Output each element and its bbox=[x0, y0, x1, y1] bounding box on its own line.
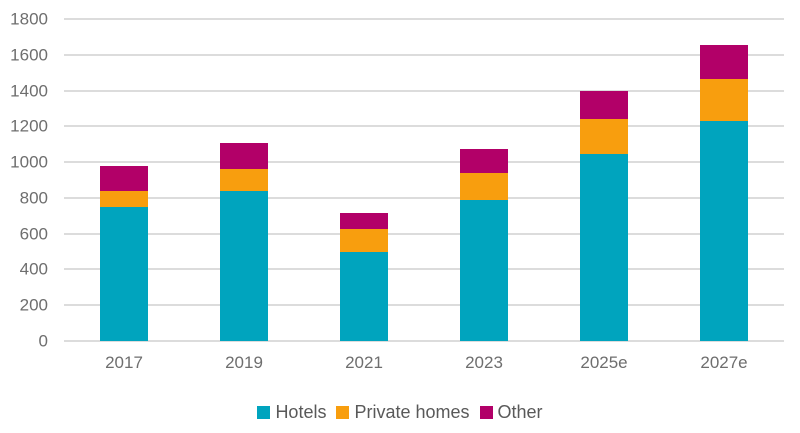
gridline-800 bbox=[64, 196, 784, 199]
bar-segment-other-2017 bbox=[100, 165, 148, 191]
legend-swatch-icon bbox=[336, 406, 350, 420]
stacked-bar-2017 bbox=[100, 165, 148, 341]
bar-column-2023 bbox=[424, 19, 544, 341]
bar-segment-other-2027e bbox=[700, 44, 748, 79]
bar-segment-hotels-2019 bbox=[220, 190, 268, 341]
legend-swatch-icon bbox=[479, 406, 493, 420]
legend: Hotels Private homes Other bbox=[0, 402, 800, 424]
bar-segment-hotels-2027e bbox=[700, 120, 748, 341]
bar-segment-other-2019 bbox=[220, 143, 268, 170]
gridline-1200 bbox=[64, 125, 784, 128]
bar-segment-other-2021 bbox=[340, 213, 388, 230]
legend-item-other: Other bbox=[479, 402, 543, 424]
gridline-200 bbox=[64, 304, 784, 307]
y-axis-tick-label-600: 600 bbox=[19, 224, 48, 244]
stacked-bar-2025e bbox=[580, 90, 628, 341]
legend-item-hotels: Hotels bbox=[257, 402, 326, 424]
gridline-1000 bbox=[64, 161, 784, 164]
y-axis: 0 200 400 600 800 1000 1200 1400 1600 1800 bbox=[0, 11, 48, 350]
bar-segment-hotels-2025e bbox=[580, 154, 628, 341]
stacked-bar-2023 bbox=[460, 148, 508, 341]
plot-area bbox=[64, 18, 784, 342]
y-axis-tick-label-1400: 1400 bbox=[10, 81, 48, 101]
gridline-400 bbox=[64, 268, 784, 271]
legend-label: Other bbox=[497, 402, 543, 422]
y-axis-tick-label-1200: 1200 bbox=[10, 116, 48, 136]
gridline-600 bbox=[64, 232, 784, 235]
y-axis-tick-label-0: 0 bbox=[38, 331, 48, 351]
gridline-1600 bbox=[64, 53, 784, 56]
bars-layer bbox=[64, 19, 784, 341]
bar-segment-other-2023 bbox=[460, 148, 508, 173]
x-axis-tick-label-2027e: 2027e bbox=[700, 353, 748, 372]
bar-segment-private-homes-2023 bbox=[460, 172, 508, 200]
bar-column-2027e bbox=[664, 19, 784, 341]
bar-column-2021 bbox=[304, 19, 424, 341]
stacked-bar-2027e bbox=[700, 44, 748, 341]
y-axis-tick-label-1600: 1600 bbox=[10, 45, 48, 65]
x-axis-tick-label-2019: 2019 bbox=[225, 353, 263, 372]
bar-column-2019 bbox=[184, 19, 304, 341]
bar-column-2025e bbox=[544, 19, 664, 341]
bar-segment-other-2025e bbox=[580, 90, 628, 120]
legend-swatch-icon bbox=[257, 406, 271, 420]
legend-item-private-homes: Private homes bbox=[336, 402, 470, 424]
gridline-0 bbox=[64, 340, 784, 342]
bar-segment-private-homes-2017 bbox=[100, 190, 148, 207]
y-axis-tick-label-200: 200 bbox=[19, 295, 48, 315]
y-axis-tick-label-800: 800 bbox=[19, 188, 48, 208]
gridline-1400 bbox=[64, 89, 784, 92]
legend-label: Hotels bbox=[275, 402, 327, 422]
legend-label: Private homes bbox=[354, 402, 470, 422]
bar-segment-private-homes-2021 bbox=[340, 229, 388, 252]
y-axis-tick-label-1000: 1000 bbox=[10, 152, 48, 172]
x-axis-tick-label-2017: 2017 bbox=[105, 353, 143, 372]
stacked-bar-2021 bbox=[340, 213, 388, 341]
stacked-bar-2019 bbox=[220, 143, 268, 341]
x-axis-tick-label-2023: 2023 bbox=[465, 353, 503, 372]
gridline-1800 bbox=[64, 18, 784, 20]
x-axis-tick-label-2025e: 2025e bbox=[580, 353, 628, 372]
y-axis-tick-label-1800: 1800 bbox=[10, 9, 48, 29]
x-axis: 2017 2019 2021 2023 2025e 2027e bbox=[64, 353, 784, 373]
y-axis-tick-label-400: 400 bbox=[19, 259, 48, 279]
x-axis-tick-label-2021: 2021 bbox=[345, 353, 383, 372]
bar-segment-private-homes-2027e bbox=[700, 78, 748, 121]
bar-segment-private-homes-2019 bbox=[220, 169, 268, 191]
bar-column-2017 bbox=[64, 19, 184, 341]
bar-segment-hotels-2023 bbox=[460, 199, 508, 341]
bar-segment-hotels-2021 bbox=[340, 251, 388, 341]
bar-segment-private-homes-2025e bbox=[580, 119, 628, 155]
bar-segment-hotels-2017 bbox=[100, 206, 148, 341]
